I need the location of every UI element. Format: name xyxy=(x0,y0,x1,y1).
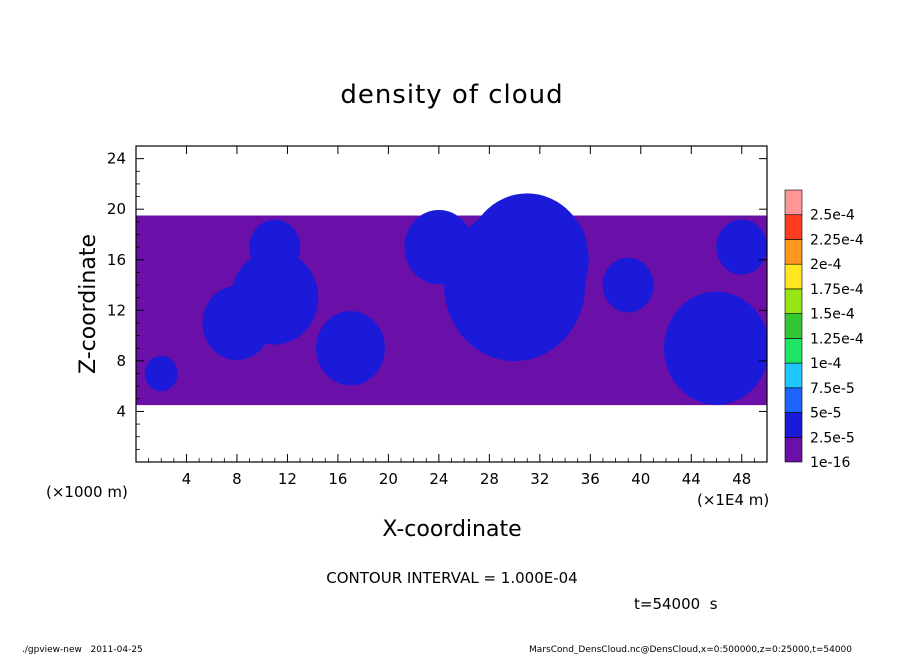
y-tick-label: 12 xyxy=(107,301,126,319)
time-label: t=54000 s xyxy=(634,595,718,613)
density-cell xyxy=(602,257,654,313)
colorbar-label: 2.5e-5 xyxy=(810,430,855,446)
colorbar-swatch xyxy=(784,338,803,364)
x-tick-label: 16 xyxy=(328,470,347,488)
colorbar-label: 1e-16 xyxy=(810,455,850,471)
density-cell xyxy=(518,209,587,285)
x-tick-label: 24 xyxy=(429,470,448,488)
y-tick-label: 16 xyxy=(107,251,126,269)
colorbar-swatch xyxy=(784,362,803,389)
y-tick-label: 8 xyxy=(116,352,126,370)
colorbar-label: 1.25e-4 xyxy=(810,331,864,347)
y-tick-label: 20 xyxy=(107,200,126,218)
colorbar-swatch xyxy=(784,214,803,240)
density-cell xyxy=(716,219,767,275)
x-axis-label: X-coordinate xyxy=(382,517,521,542)
density-field xyxy=(136,193,767,406)
x-tick-label: 48 xyxy=(732,470,751,488)
footer-right: MarsCond_DensCloud.nc@DensCloud,x=0:5000… xyxy=(529,645,852,654)
x-tick-label: 4 xyxy=(182,470,192,488)
x-tick-label: 40 xyxy=(631,470,650,488)
y-unit-label: (×1000 m) xyxy=(46,483,128,501)
chart-title: density of cloud xyxy=(340,80,563,110)
colorbar-label: 2.5e-4 xyxy=(810,208,855,224)
x-unit-label: (×1E4 m) xyxy=(697,491,769,509)
colorbar: 1e-16 2.5e-5 5e-5 7.5e-5 1e-4 1.25e-4 1.5e-4 1.… xyxy=(784,189,864,471)
x-tick-label: 44 xyxy=(682,470,701,488)
density-cell xyxy=(202,285,272,361)
colorbar-swatch xyxy=(784,436,803,463)
colorbar-label: 1.75e-4 xyxy=(810,282,864,298)
density-cell xyxy=(664,291,767,405)
colorbar-swatch xyxy=(784,263,803,290)
colorbar-swatch xyxy=(784,288,803,314)
colorbar-swatch xyxy=(784,313,803,339)
x-tick-label: 36 xyxy=(581,470,600,488)
y-axis: 4 8 12 16 20 24 xyxy=(107,150,767,450)
x-axis: 4 8 12 16 20 24 28 32 36 40 44 48 xyxy=(148,146,755,488)
x-tick-label: 20 xyxy=(379,470,398,488)
density-cell xyxy=(144,355,178,392)
colorbar-label: 1.5e-4 xyxy=(810,307,855,323)
footer-left: ./gpview-new 2011-04-25 xyxy=(22,645,143,654)
x-tick-label: 28 xyxy=(480,470,499,488)
colorbar-swatch xyxy=(784,239,803,265)
colorbar-label: 1e-4 xyxy=(810,356,842,372)
colorbar-label: 7.5e-5 xyxy=(810,381,855,397)
contour-interval-label: CONTOUR INTERVAL = 1.000E-04 xyxy=(326,569,577,587)
y-tick-label: 4 xyxy=(116,402,126,420)
colorbar-swatch xyxy=(784,412,803,438)
x-tick-label: 32 xyxy=(530,470,549,488)
colorbar-label: 5e-5 xyxy=(810,406,841,422)
density-cell xyxy=(316,311,385,386)
y-tick-label: 24 xyxy=(107,150,126,168)
x-tick-label: 12 xyxy=(278,470,297,488)
colorbar-label: 2.25e-4 xyxy=(810,232,864,248)
y-axis-label: Z-coordinate xyxy=(76,234,101,374)
colorbar-label: 2e-4 xyxy=(810,257,842,273)
colorbar-swatch xyxy=(784,189,803,216)
colorbar-swatch xyxy=(784,387,803,413)
x-tick-label: 8 xyxy=(232,470,242,488)
